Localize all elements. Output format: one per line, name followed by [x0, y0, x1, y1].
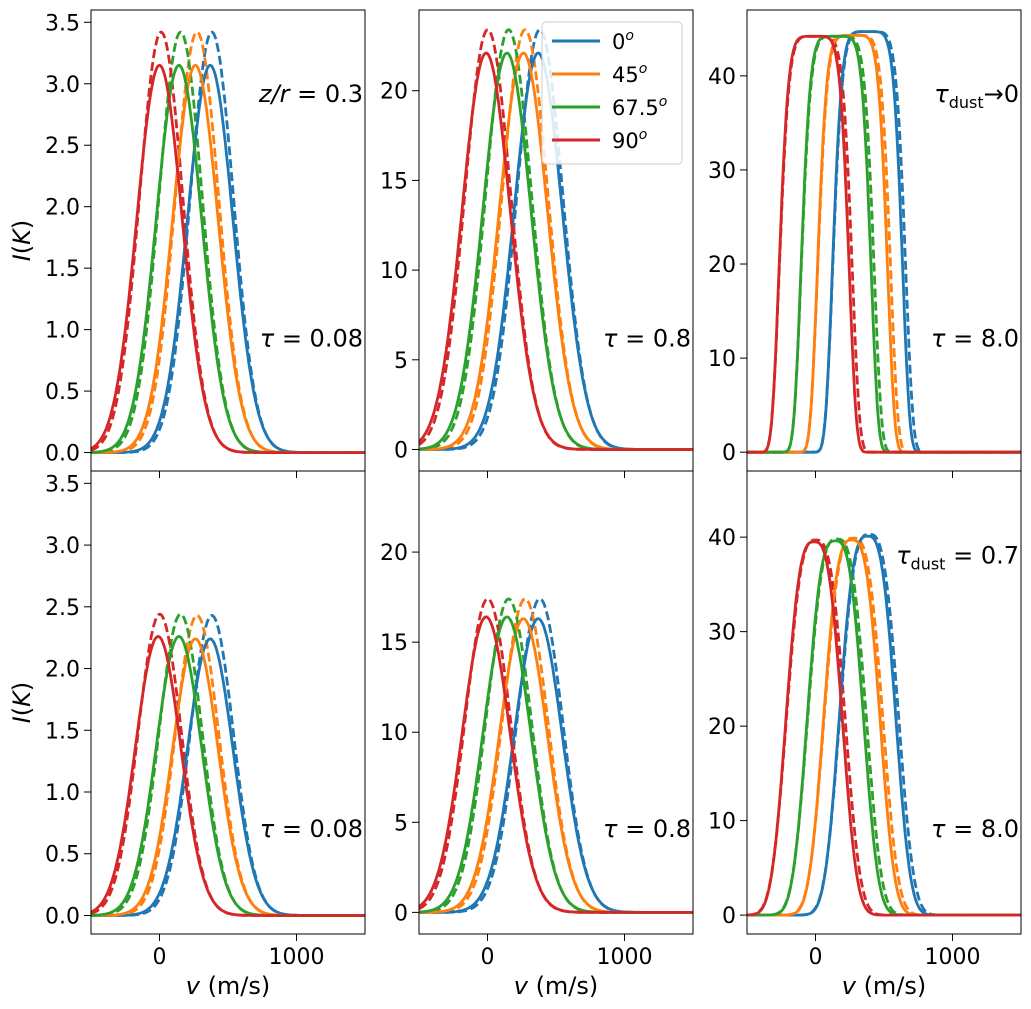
panel-lines	[419, 28, 693, 451]
y-tick-label: 1.0	[45, 781, 80, 806]
y-tick-label: 1.5	[45, 719, 80, 744]
y-axis-label: I(K)	[8, 682, 36, 724]
panel-annotation: τdust = 0.7	[896, 542, 1019, 574]
legend-label: 67.5o	[612, 94, 667, 120]
y-tick-label: 3.5	[45, 472, 80, 497]
y-tick-label: 0	[722, 441, 736, 466]
x-axis-label: v (m/s)	[186, 972, 271, 1000]
y-tick-label: 20	[708, 253, 736, 278]
y-tick-label: 0.5	[45, 843, 80, 868]
panel-annotation: z/r = 0.3	[258, 80, 363, 108]
y-tick-label: 40	[708, 65, 736, 90]
y-tick-label: 2.5	[45, 596, 80, 621]
panel-lines	[91, 30, 365, 454]
y-tick-label: 3.0	[45, 534, 80, 559]
panel-annotation: τ = 0.8	[603, 815, 691, 843]
panel-lines	[91, 612, 365, 917]
panel-1: 0.0 0.5 1.0 1.5 2.0 2.5 3.0 3.5 I(K) z/r = 0.3 τ =…	[8, 9, 366, 478]
x-axis-label: v (m/s)	[514, 972, 599, 1000]
y-tick-label: 5	[394, 349, 408, 374]
panel-annotation: τ = 8.0	[931, 815, 1019, 843]
y-tick-label: 0.0	[45, 442, 80, 467]
y-tick-label: 10	[380, 721, 408, 746]
y-tick-label: 20	[708, 715, 736, 740]
legend-box	[541, 21, 683, 165]
y-tick-label: 30	[708, 621, 736, 646]
y-tick-label: 20	[380, 541, 408, 566]
panel-lines	[419, 597, 693, 914]
y-tick-label: 0.5	[45, 380, 80, 405]
y-tick-label: 15	[380, 631, 408, 656]
legend: 0o 45o 67.5o 90o	[541, 21, 683, 165]
series-90-deg-solid-line	[419, 51, 693, 451]
panel-annotation: τ = 0.08	[260, 325, 363, 353]
y-tick-label: 30	[708, 159, 736, 184]
y-tick-label: 3.5	[45, 11, 80, 36]
x-tick-label: 0	[481, 945, 495, 970]
y-tick-label: 2.0	[45, 196, 80, 221]
series-90-deg-solid-line	[747, 540, 1021, 917]
x-axis-label: v (m/s)	[842, 972, 927, 1000]
y-tick-label: 0.0	[45, 904, 80, 929]
y-tick-label: 3.0	[45, 73, 80, 98]
series-90-deg-solid-line	[91, 63, 365, 454]
series-90-deg-solid-line	[91, 634, 365, 917]
y-tick-label: 10	[380, 259, 408, 284]
x-tick-label: 1000	[597, 945, 653, 970]
panel-annotation: τdust→0	[934, 80, 1019, 112]
y-tick-label: 0	[394, 438, 408, 463]
x-tick-label: 0	[153, 945, 167, 970]
y-tick-label: 40	[708, 526, 736, 551]
x-tick-label: 1000	[925, 945, 981, 970]
panel-frame	[90, 470, 366, 935]
y-axis-label: I(K)	[8, 220, 36, 262]
panel-lines	[747, 532, 1021, 917]
y-tick-label: 2.0	[45, 658, 80, 683]
y-tick-label: 0	[722, 904, 736, 929]
y-tick-label: 5	[394, 811, 408, 836]
panel-annotation: τ = 8.0	[931, 325, 1019, 353]
panel-annotation: τ = 0.8	[603, 325, 691, 353]
legend-label: 45o	[612, 61, 647, 87]
legend-label: 0o	[612, 28, 634, 54]
y-tick-label: 2.5	[45, 134, 80, 159]
panel-annotation: τ = 0.08	[260, 815, 363, 843]
series-45-deg-dashed-line	[419, 597, 693, 914]
y-tick-label: 0	[394, 901, 408, 926]
panels: 0.0 0.5 1.0 1.5 2.0 2.5 3.0 3.5 I(K) z/r = 0.3 τ =…	[8, 9, 1022, 1000]
y-tick-label: 10	[708, 347, 736, 372]
panel-2: 0 5 10 15 20 τ = 0.8 0o 45o 67.5o 90o	[380, 9, 694, 478]
series-90-deg-solid-line	[419, 615, 693, 914]
x-tick-label: 1000	[269, 945, 325, 970]
legend-label: 90o	[612, 127, 647, 153]
y-tick-label: 10	[708, 810, 736, 835]
y-tick-label: 1.5	[45, 257, 80, 282]
panel-frame	[746, 470, 1022, 935]
panel-3: 0 10 20 30 40 τdust→0 τ = 8.0	[708, 9, 1022, 478]
x-tick-label: 0	[809, 945, 823, 970]
panel-frame	[418, 470, 694, 935]
y-tick-label: 1.0	[45, 319, 80, 344]
panel-lines	[747, 30, 1021, 454]
series-90-deg-solid-line	[747, 34, 1021, 454]
y-tick-label: 20	[380, 80, 408, 105]
y-tick-label: 15	[380, 169, 408, 194]
